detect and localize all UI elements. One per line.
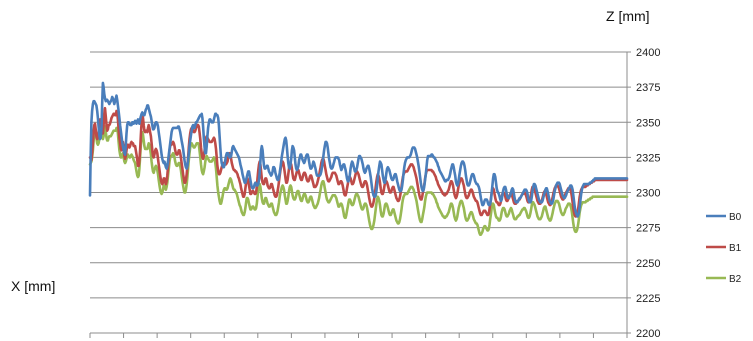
series-lines — [88, 81, 629, 236]
legend: B0 B1 B2 — [706, 212, 742, 285]
y-tick-label: 2200 — [636, 328, 660, 340]
y-tick-label: 2225 — [636, 293, 660, 305]
y-tick-label: 2325 — [636, 152, 660, 164]
y-tick-label: 2375 — [636, 82, 660, 94]
y-tick-label: 2350 — [636, 117, 660, 129]
y-tick-label: 2400 — [636, 47, 660, 59]
y-tick-label: 2250 — [636, 258, 660, 270]
y-tick-label: 2275 — [636, 223, 660, 235]
series-line-b1 — [88, 106, 629, 218]
y-tick-labels: 2400 2375 2350 2325 2300 2275 2250 2225 2200 — [627, 47, 660, 340]
x-ticks — [89, 333, 628, 338]
series-line-b0 — [88, 81, 629, 218]
y-axis-title: Z [mm] — [606, 8, 650, 24]
y-tick-label: 2300 — [636, 188, 660, 200]
legend-label-b0: B0 — [729, 212, 742, 223]
series-line-b2 — [88, 125, 629, 236]
x-axis-title: X [mm] — [11, 278, 55, 294]
legend-label-b1: B1 — [729, 243, 742, 254]
legend-label-b2: B2 — [729, 274, 742, 285]
